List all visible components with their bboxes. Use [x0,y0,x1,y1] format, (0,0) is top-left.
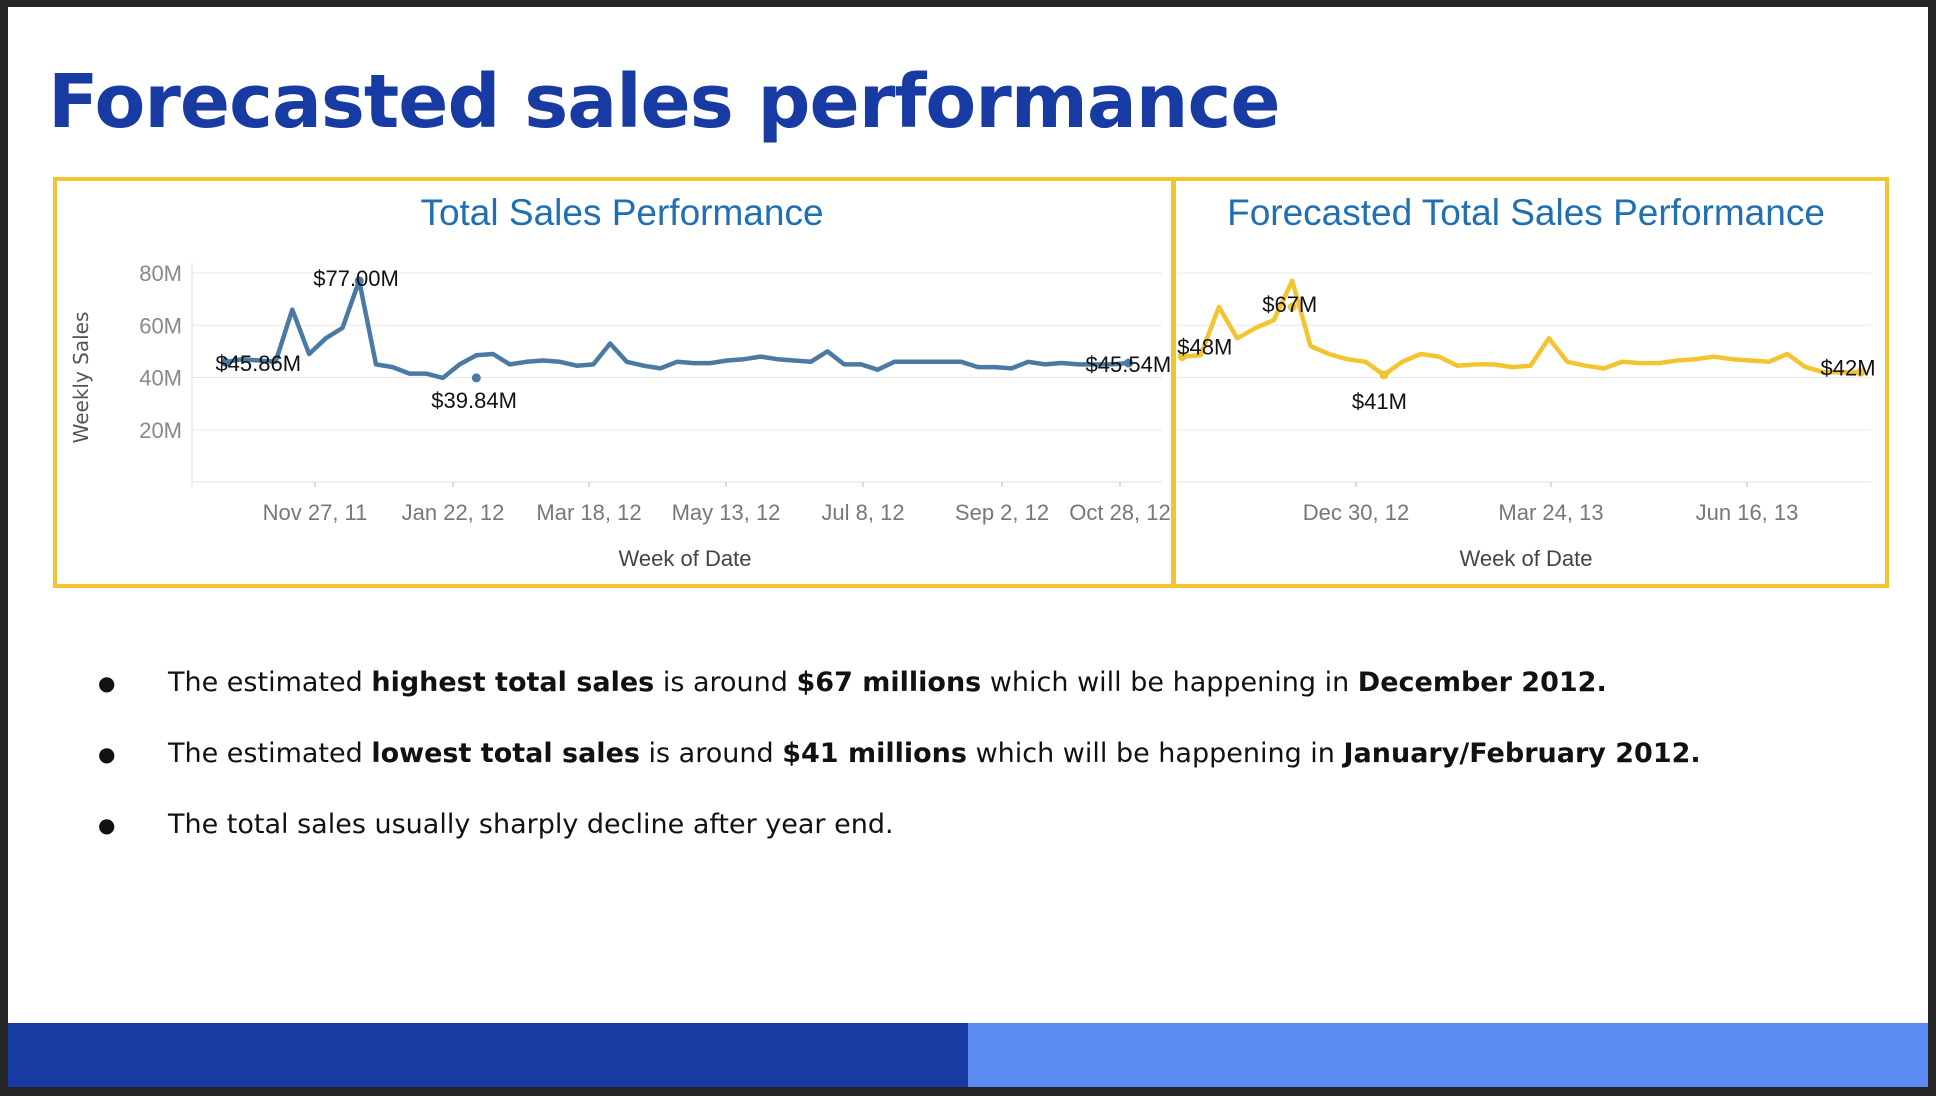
x-tick-label: Dec 30, 12 [1303,500,1409,525]
data-point-marker [354,276,364,286]
bullet-text: The estimated [168,667,372,698]
data-label: $42M [1821,355,1876,380]
x-tick-label: Mar 18, 12 [536,500,641,525]
chart-title: Total Sales Performance [420,192,823,233]
footer-bar-dark [8,1023,968,1087]
bullet-text: is around [639,738,783,769]
bullet-text: December 2012. [1357,667,1607,698]
data-point-marker [1856,367,1866,377]
page-title: Forecasted sales performance [48,59,1281,145]
bullet-text: $41 millions [782,738,967,769]
bullet-item: The estimated lowest total sales is arou… [98,738,1898,809]
total-sales-chart: Total Sales Performance 80M 60M 40M 20M Weekl… [69,192,1172,571]
data-point-marker [1177,352,1187,362]
bullet-item: The estimated highest total sales is aro… [98,667,1898,738]
bullet-text: January/February 2012. [1343,738,1701,769]
data-point-marker [220,357,230,367]
slide: Forecasted sales performance Total Sales… [8,7,1928,1087]
bullet-text: which will be happening in [966,738,1344,769]
bullet-text: which will be happening in [981,667,1358,698]
x-tick-label: Nov 27, 11 [263,500,368,525]
bullet-text: lowest total sales [371,738,640,769]
x-tick-label: Jul 8, 12 [821,500,904,525]
bullet-text: is around [654,667,797,698]
bullet-text: The estimated [168,738,372,769]
data-point-marker [1287,302,1297,312]
bullet-list: The estimated highest total sales is aro… [98,667,1898,880]
bullet-text: $67 millions [796,667,982,698]
y-tick-label: 40M [139,366,182,391]
bullet-item: The total sales usually sharply decline … [98,809,1898,880]
x-axis-label: Week of Date [619,546,752,571]
chart-panel-total-sales: Total Sales Performance 80M 60M 40M 20M Weekl… [53,177,1176,588]
series-line [1179,278,1863,378]
x-tick-label: Jan 22, 12 [402,500,505,525]
x-axis-label: Week of Date [1460,546,1593,571]
data-label: $39.84M [431,388,517,413]
y-tick-label: 80M [139,261,182,286]
x-tick-label: Mar 24, 13 [1498,500,1603,525]
x-tick-label: Sep 2, 12 [955,500,1049,525]
bullet-text: The total sales usually sharply decline … [168,809,894,840]
data-label: $48M [1177,335,1232,360]
data-label: $45.86M [215,351,301,376]
bullet-text: highest total sales [371,667,655,698]
y-axis-label: Weekly Sales [69,312,93,444]
series-line [223,278,1131,381]
footer-bar-light [968,1023,1928,1087]
data-label: $77.00M [313,266,399,291]
data-label: $41M [1352,389,1407,414]
y-tick-label: 60M [139,313,182,338]
x-tick-label: Jun 16, 13 [1696,500,1799,525]
data-point-marker [1379,370,1389,380]
chart-panel-forecast: Forecasted Total Sales Performance Dec 30… [1171,177,1889,588]
data-point-marker [1124,358,1134,368]
chart-title: Forecasted Total Sales Performance [1227,192,1825,233]
y-tick-label: 20M [139,418,182,443]
data-label: $45.54M [1086,352,1172,377]
data-point-marker [471,373,481,383]
x-tick-label: May 13, 12 [672,500,781,525]
x-tick-label: Oct 28, 12 [1069,500,1171,525]
forecast-chart: Forecasted Total Sales Performance Dec 30… [1177,192,1876,571]
data-label: $67M [1262,292,1317,317]
